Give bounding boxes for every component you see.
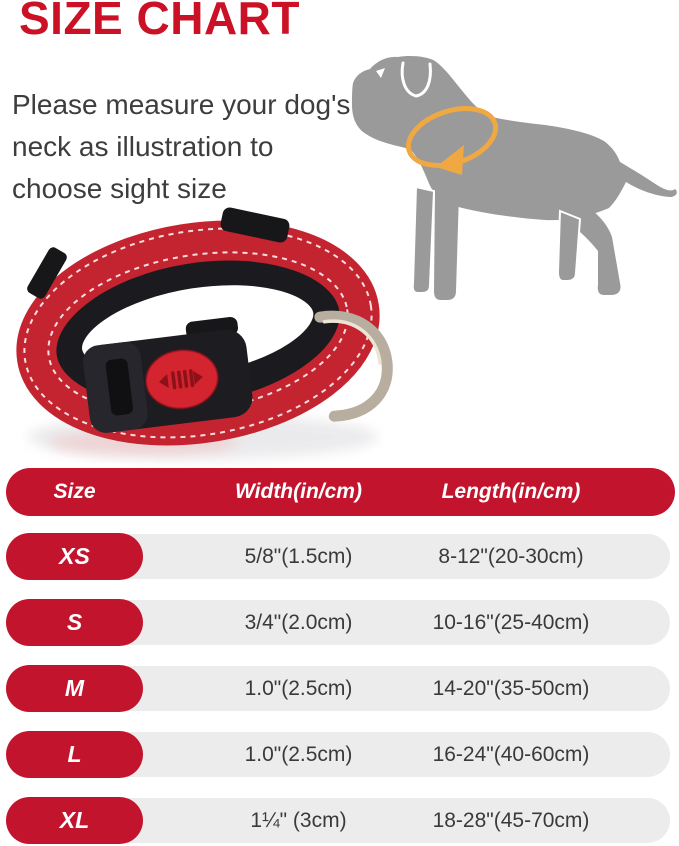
dog-measure-illustration <box>352 56 677 300</box>
page-title: SIZE CHART <box>19 0 300 44</box>
buckle-button-emblem <box>159 369 203 390</box>
measure-ring-icon <box>405 106 499 175</box>
size-badge-l: L <box>6 731 143 778</box>
dog-eye <box>376 68 385 78</box>
table-header-row: Size Width(in/cm) Length(in/cm) <box>6 468 675 516</box>
length-cell-s: 10-16"(25-40cm) <box>432 611 590 634</box>
collar-red-strap <box>16 220 380 446</box>
strap-keeper-left <box>27 247 67 299</box>
reflective-stitching-outer <box>23 227 373 439</box>
table-row-m: M 1.0"(2.5cm) 14-20"(35-50cm) <box>6 665 675 712</box>
length-cell-xs: 8-12"(20-30cm) <box>438 545 584 568</box>
width-cell-xs: 5/8"(1.5cm) <box>244 545 353 568</box>
width-cell-m: 1.0"(2.5cm) <box>244 677 353 700</box>
instruction-line-2: neck as illustration to <box>12 131 274 162</box>
instruction-text: Please measure your dog's neck as illust… <box>12 84 350 210</box>
measure-ring-arrowhead <box>436 145 464 175</box>
size-badge-m: M <box>6 665 143 712</box>
header-size-label: Size <box>53 480 96 503</box>
size-badge-s: S <box>6 599 143 646</box>
header-length-label: Length(in/cm) <box>441 480 581 503</box>
width-cell-xl: 1¼" (3cm) <box>250 809 347 832</box>
size-badge-xs: XS <box>6 533 143 580</box>
table-row-xl: XL 1¼" (3cm) 18-28"(45-70cm) <box>6 797 675 844</box>
dog-rear-leg-far <box>556 209 582 282</box>
width-cell-l: 1.0"(2.5cm) <box>244 743 353 766</box>
dog-ear <box>400 61 432 98</box>
collar-product-photo <box>16 207 393 459</box>
dog-front-leg-far <box>411 185 436 294</box>
strap-keeper-top <box>220 207 290 243</box>
length-cell-l: 16-24"(40-60cm) <box>432 743 590 766</box>
table-row-s: S 3/4"(2.0cm) 10-16"(25-40cm) <box>6 599 675 646</box>
dog-body <box>352 56 677 221</box>
header-width-label: Width(in/cm) <box>235 480 362 503</box>
metal-d-ring <box>314 310 393 422</box>
length-cell-xl: 18-28"(45-70cm) <box>432 809 590 832</box>
table-row-xs: XS 5/8"(1.5cm) 8-12"(20-30cm) <box>6 533 675 580</box>
table-row-l: L 1.0"(2.5cm) 16-24"(40-60cm) <box>6 731 675 778</box>
size-badge-xl: XL <box>6 797 143 844</box>
dog-silhouette <box>352 56 677 300</box>
dog-rear-leg <box>570 205 621 295</box>
dog-front-leg <box>434 190 459 300</box>
instruction-line-1: Please measure your dog's <box>12 89 351 120</box>
length-cell-m: 14-20"(35-50cm) <box>432 677 590 700</box>
width-cell-s: 3/4"(2.0cm) <box>244 611 353 634</box>
instruction-line-3: choose sight size <box>12 173 227 204</box>
buckle-red-button <box>145 350 218 409</box>
quick-release-buckle <box>83 316 253 433</box>
